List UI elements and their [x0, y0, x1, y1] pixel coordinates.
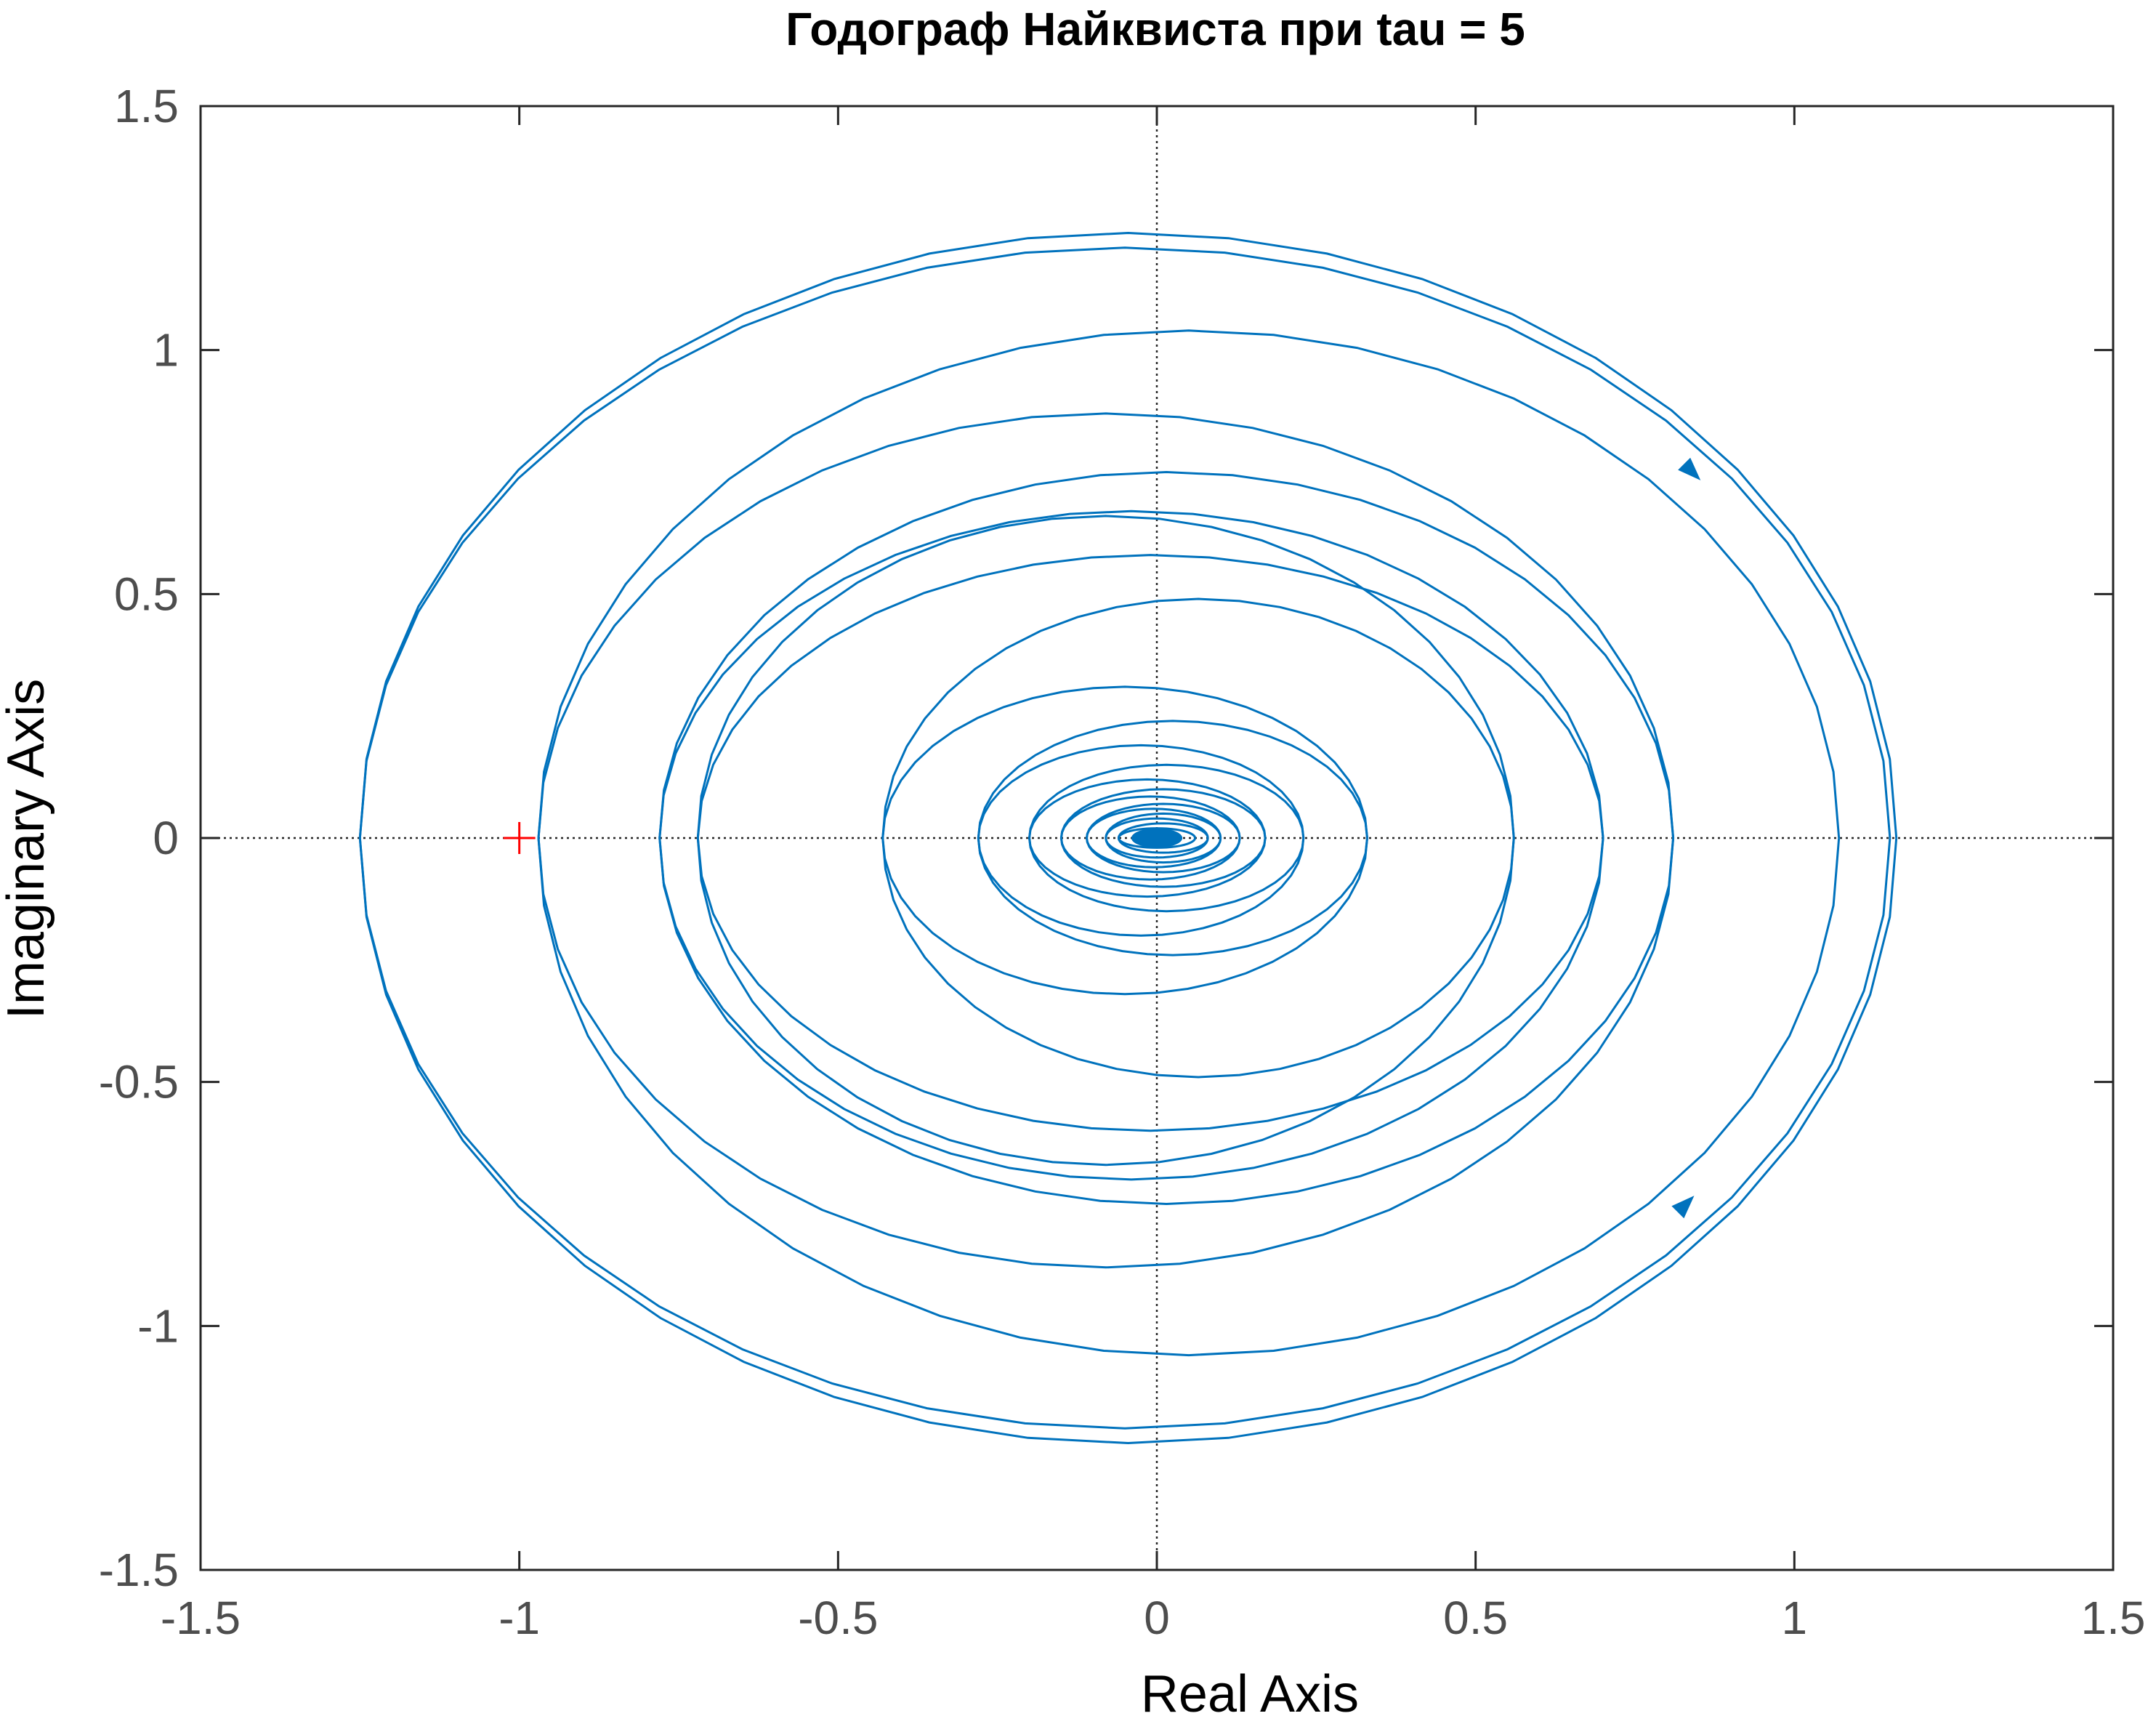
y-tick-label: -0.5: [99, 1056, 179, 1108]
x-tick-label: -0.5: [798, 1592, 878, 1644]
nyquist-curve-loop: [977, 744, 1305, 937]
nyquist-curve-loop: [1105, 817, 1209, 859]
y-tick-label: -1: [137, 1300, 179, 1352]
x-tick-label: 1: [1782, 1592, 1808, 1644]
x-tick-label: -1.5: [161, 1592, 241, 1644]
nyquist-curve-loop: [1085, 807, 1222, 869]
chart-title: Годограф Найквиста при tau = 5: [786, 3, 1525, 55]
direction-arrow: [1678, 457, 1701, 480]
y-tick-label: 0: [153, 812, 179, 864]
x-tick-label: 1.5: [2081, 1592, 2146, 1644]
nyquist-curve-loop: [696, 554, 1604, 1132]
nyquist-curve-loop: [537, 412, 1675, 1269]
y-tick-label: -1.5: [99, 1544, 179, 1596]
x-tick-label: 0: [1144, 1592, 1170, 1644]
nyquist-curve-loop: [1059, 795, 1241, 881]
nyquist-curve-loop: [1027, 778, 1267, 898]
y-tick-label: 1.5: [114, 80, 179, 132]
y-tick-label: 1: [153, 324, 179, 376]
direction-arrow: [1671, 1196, 1695, 1219]
x-tick-label: -1: [498, 1592, 540, 1644]
y-tick-label: 0.5: [114, 568, 179, 620]
nyquist-curve-loop: [1117, 827, 1197, 849]
nyquist-curve-loop: [358, 246, 1891, 1430]
x-axis-label: Real Axis: [1141, 1665, 1359, 1720]
nyquist-curve-loop: [881, 685, 1368, 996]
plot-area: -1.5 -1 -0.5 0 0.5 1 1.5 -1.5 -1 -0.5 0 0.5 1 1.5: [99, 80, 2146, 1644]
direction-arrow: [1145, 829, 1168, 847]
y-axis-label: Imaginary Axis: [0, 679, 55, 1019]
x-tick-label: 0.5: [1443, 1592, 1508, 1644]
nyquist-curve-loop: [658, 509, 1604, 1181]
